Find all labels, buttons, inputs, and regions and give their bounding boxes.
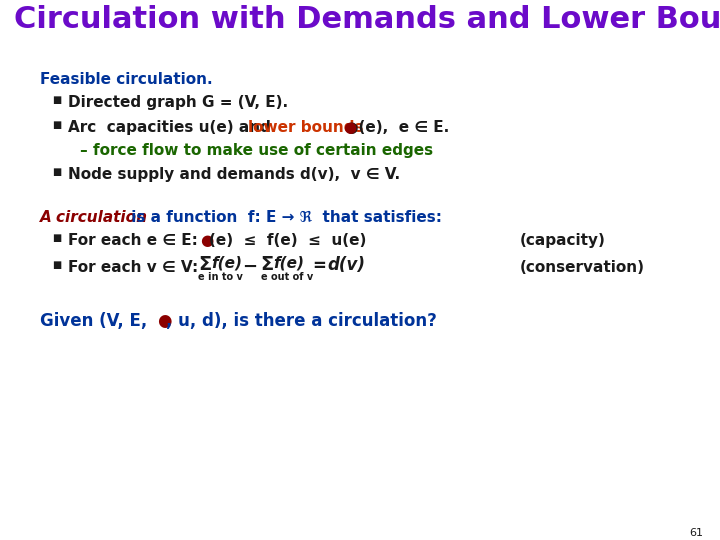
- Text: e out of v: e out of v: [261, 272, 313, 282]
- Text: Circulation with Demands and Lower Bounds: Circulation with Demands and Lower Bound…: [14, 5, 720, 34]
- Text: Node supply and demands d(v),  v ∈ V.: Node supply and demands d(v), v ∈ V.: [68, 167, 400, 182]
- Text: =: =: [312, 257, 326, 275]
- Text: 61: 61: [689, 528, 703, 538]
- Text: f(e): f(e): [211, 256, 242, 271]
- Text: Feasible circulation.: Feasible circulation.: [40, 72, 212, 87]
- Text: ■: ■: [52, 167, 61, 177]
- Text: A circulation: A circulation: [40, 210, 148, 225]
- Text: ■: ■: [52, 95, 61, 105]
- Text: Given (V, E,: Given (V, E,: [40, 312, 153, 330]
- Text: Directed graph G = (V, E).: Directed graph G = (V, E).: [68, 95, 288, 110]
- Text: f(e): f(e): [273, 256, 304, 271]
- Text: is a function  f: E → ℜ  that satisfies:: is a function f: E → ℜ that satisfies:: [126, 210, 442, 225]
- Text: For each v ∈ V:: For each v ∈ V:: [68, 260, 198, 275]
- Text: ■: ■: [52, 260, 61, 270]
- Text: ●(e),  e ∈ E.: ●(e), e ∈ E.: [340, 120, 449, 135]
- Text: ●: ●: [157, 312, 171, 330]
- Text: , u, d), is there a circulation?: , u, d), is there a circulation?: [166, 312, 437, 330]
- Text: (e)  ≤  f(e)  ≤  u(e): (e) ≤ f(e) ≤ u(e): [209, 233, 366, 248]
- Text: (capacity): (capacity): [520, 233, 606, 248]
- Text: ●: ●: [343, 120, 356, 135]
- Text: ●: ●: [200, 233, 213, 248]
- Text: −: −: [242, 258, 257, 276]
- Text: Σ: Σ: [198, 255, 211, 274]
- Text: – force flow to make use of certain edges: – force flow to make use of certain edge…: [80, 143, 433, 158]
- Text: Arc  capacities u(e) and: Arc capacities u(e) and: [68, 120, 276, 135]
- Text: For each e ∈ E:: For each e ∈ E:: [68, 233, 198, 248]
- Text: d(v): d(v): [327, 256, 365, 274]
- Text: ■: ■: [52, 120, 61, 130]
- Text: Σ: Σ: [260, 255, 274, 274]
- Text: e in to v: e in to v: [198, 272, 243, 282]
- Text: lower bounds: lower bounds: [248, 120, 364, 135]
- Text: (conservation): (conservation): [520, 260, 645, 275]
- Text: ■: ■: [52, 233, 61, 243]
